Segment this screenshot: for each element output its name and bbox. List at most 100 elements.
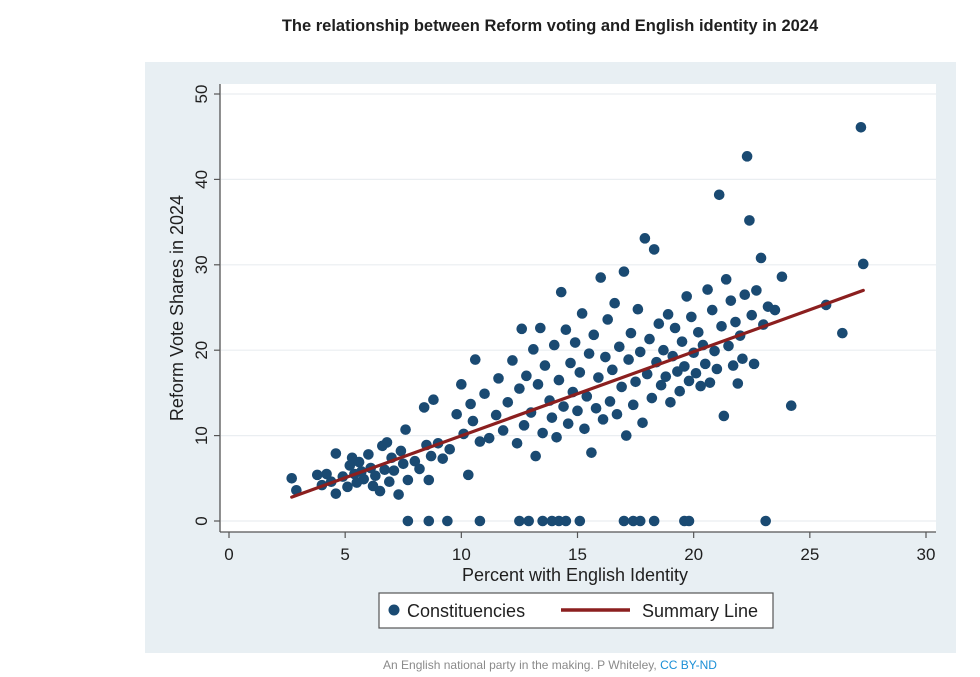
data-point xyxy=(857,258,869,270)
data-point xyxy=(741,151,753,162)
data-point xyxy=(511,437,523,449)
data-point xyxy=(474,436,486,447)
data-point xyxy=(535,322,546,334)
data-point xyxy=(699,358,711,370)
data-point xyxy=(597,414,609,425)
caption-text: An English national party in the making.… xyxy=(383,658,661,672)
data-point xyxy=(425,450,437,462)
data-point xyxy=(490,409,502,421)
data-point xyxy=(785,400,797,412)
data-point xyxy=(423,474,435,486)
data-point xyxy=(321,468,332,480)
data-point xyxy=(704,377,716,388)
data-point xyxy=(583,348,595,359)
data-point xyxy=(702,284,713,295)
data-point xyxy=(627,399,639,411)
data-point xyxy=(623,354,634,365)
data-point xyxy=(727,360,739,371)
data-point xyxy=(330,448,342,459)
chart-panel: 0 10 20 30 40 50 0 5 10 15 20 25 30 Percent with Eng… xyxy=(145,62,956,653)
data-point xyxy=(518,420,530,431)
data-point xyxy=(744,215,755,226)
data-point xyxy=(551,432,562,443)
data-point xyxy=(451,408,462,420)
data-point xyxy=(558,401,569,412)
data-point xyxy=(456,379,467,390)
data-point xyxy=(442,515,453,527)
data-point xyxy=(609,297,620,309)
data-point xyxy=(423,515,435,527)
data-point xyxy=(648,244,660,255)
x-tick-label: 25 xyxy=(800,545,819,564)
data-point xyxy=(660,371,672,382)
data-point xyxy=(574,367,586,378)
data-point xyxy=(720,274,732,285)
data-point xyxy=(723,340,734,352)
data-point xyxy=(286,473,298,484)
data-point xyxy=(483,432,495,444)
data-point xyxy=(467,415,479,427)
data-point xyxy=(634,515,646,527)
data-point xyxy=(514,383,525,394)
data-point xyxy=(669,322,681,334)
data-point xyxy=(620,430,632,441)
data-point xyxy=(658,344,669,356)
data-point xyxy=(353,456,365,468)
data-point xyxy=(706,304,718,316)
data-point xyxy=(611,408,623,420)
data-point xyxy=(737,353,748,365)
data-point xyxy=(693,326,704,338)
legend-point-marker xyxy=(388,604,400,616)
x-tick-label: 5 xyxy=(340,545,349,564)
data-point xyxy=(379,464,390,476)
y-axis-label: Reform Vote Shares in 2024 xyxy=(167,195,187,421)
y-tick-label: 10 xyxy=(192,426,211,445)
x-axis-label: Percent with English Identity xyxy=(462,565,688,585)
data-point xyxy=(395,445,407,457)
data-point xyxy=(381,437,393,448)
data-point xyxy=(625,327,637,339)
data-point xyxy=(565,357,576,369)
data-point xyxy=(586,447,597,458)
data-point xyxy=(569,337,581,348)
data-point xyxy=(695,380,706,392)
data-point xyxy=(402,474,414,486)
data-point xyxy=(414,463,425,475)
data-point xyxy=(709,345,720,357)
data-point xyxy=(572,405,583,417)
data-point xyxy=(686,311,697,323)
data-point xyxy=(760,515,771,527)
data-point xyxy=(342,481,353,493)
data-point xyxy=(537,515,548,527)
data-point xyxy=(679,361,690,372)
data-point xyxy=(530,450,541,462)
data-point xyxy=(776,271,788,283)
data-point xyxy=(562,418,574,429)
data-point xyxy=(748,358,760,370)
data-point xyxy=(576,308,588,319)
data-point xyxy=(602,314,614,325)
chart-title: The relationship between Reform voting a… xyxy=(281,17,819,35)
data-point xyxy=(393,489,404,500)
data-point xyxy=(648,515,660,527)
license-link[interactable]: CC BY-ND xyxy=(660,658,717,672)
data-point xyxy=(713,189,725,201)
data-point xyxy=(662,309,674,320)
data-point xyxy=(732,378,744,389)
data-point xyxy=(607,364,618,376)
data-point xyxy=(507,355,518,366)
data-point xyxy=(665,396,676,408)
data-point xyxy=(502,396,514,408)
data-point xyxy=(553,374,565,386)
data-point xyxy=(539,360,551,371)
data-point xyxy=(655,379,667,391)
data-point xyxy=(646,392,658,404)
data-point xyxy=(593,372,604,383)
data-point xyxy=(676,336,688,347)
data-point xyxy=(463,469,474,481)
data-point xyxy=(374,485,386,497)
data-point xyxy=(581,391,593,402)
data-point xyxy=(444,443,456,455)
data-point xyxy=(630,376,641,388)
data-point xyxy=(579,423,590,435)
